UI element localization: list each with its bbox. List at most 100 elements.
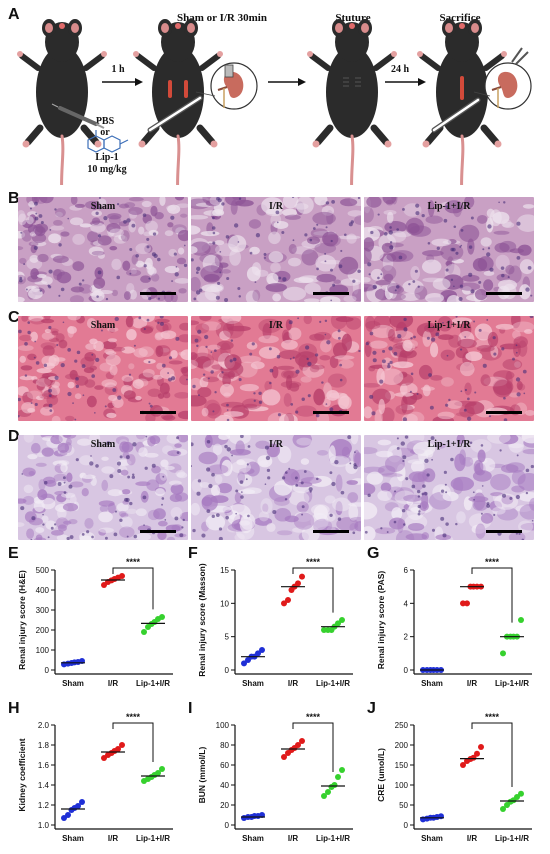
- data-point: [427, 667, 434, 673]
- data-point: [325, 627, 331, 633]
- x-tick-label: Lip-1+I/R: [495, 834, 529, 843]
- panel-letter-f: F: [188, 545, 198, 562]
- data-point: [255, 650, 261, 657]
- data-point: [141, 629, 147, 635]
- data-point: [115, 574, 121, 581]
- data-point: [119, 742, 125, 748]
- significance-stars: ****: [485, 557, 500, 567]
- data-point: [518, 617, 524, 623]
- significance-stars: ****: [485, 712, 500, 722]
- y-tick-label: 2: [404, 633, 409, 642]
- data-point: [474, 750, 480, 757]
- data-point: [71, 659, 78, 666]
- data-point: [427, 814, 434, 821]
- y-tick-label: 0: [225, 666, 230, 675]
- data-point: [467, 756, 474, 762]
- data-point: [65, 660, 71, 667]
- x-tick-label: Sham: [62, 679, 84, 688]
- y-tick-label: 0: [404, 821, 409, 830]
- data-point: [101, 755, 107, 761]
- y-tick-label: 40: [220, 781, 229, 790]
- data-point: [510, 633, 517, 640]
- x-tick-label: Sham: [242, 679, 264, 688]
- data-point: [151, 772, 158, 778]
- y-axis-label: CRE (umol/L): [376, 748, 386, 802]
- data-point: [460, 600, 466, 607]
- data-point: [331, 782, 338, 788]
- data-point: [478, 744, 484, 750]
- scale-bar: [140, 530, 176, 533]
- data-point: [259, 812, 265, 818]
- arrow-label-1h: 1 h: [111, 64, 125, 75]
- data-point: [105, 579, 111, 585]
- y-tick-label: 50: [399, 801, 408, 810]
- y-tick-label: 150: [395, 761, 409, 770]
- significance-stars: ****: [306, 557, 321, 567]
- data-point: [245, 657, 251, 663]
- treatment-or: or: [100, 127, 110, 138]
- data-point: [241, 660, 247, 667]
- micrograph-label: Sham: [90, 439, 116, 450]
- scale-bar: [313, 292, 349, 295]
- y-tick-label: 100: [395, 781, 409, 790]
- y-tick-label: 400: [36, 586, 50, 595]
- x-tick-label: Lip-1+I/R: [136, 679, 170, 688]
- treatment-dose: 10 mg/kg: [87, 164, 127, 175]
- data-point: [321, 793, 327, 799]
- significance-bracket: [112, 722, 154, 762]
- micrograph-label: Sham: [90, 201, 116, 212]
- data-point: [507, 633, 514, 640]
- data-point: [514, 633, 520, 640]
- data-point: [420, 816, 426, 823]
- data-point: [328, 627, 335, 633]
- x-tick-label: I/R: [288, 834, 298, 843]
- micrograph-he-ir: I/R: [191, 197, 361, 302]
- panel-letter-h: H: [8, 700, 20, 717]
- data-point: [248, 814, 255, 820]
- x-tick-label: Lip-1+I/R: [316, 834, 350, 843]
- scale-bar: [313, 530, 349, 533]
- data-point: [328, 784, 335, 790]
- micrograph-label: Sham: [90, 320, 116, 331]
- data-point: [470, 583, 477, 590]
- scale-bar: [486, 530, 522, 533]
- data-point: [500, 806, 506, 812]
- data-point: [79, 799, 85, 805]
- panel-letter-c: C: [8, 309, 20, 326]
- micrograph-pas-lip1-ir: Lip-1+I/R: [364, 435, 534, 540]
- data-point: [299, 573, 305, 580]
- y-tick-label: 4: [404, 599, 409, 608]
- data-point: [65, 812, 71, 818]
- data-point: [105, 752, 111, 758]
- data-point: [245, 814, 251, 820]
- data-point: [464, 758, 470, 764]
- data-point: [470, 754, 477, 761]
- micrograph-label: Lip-1+I/R: [427, 320, 471, 331]
- y-axis-label: Renal injury score (PAS): [376, 571, 386, 670]
- y-tick-label: 300: [36, 606, 50, 615]
- micrograph-label: Lip-1+I/R: [427, 439, 471, 450]
- data-point: [61, 815, 67, 821]
- treatment-pbs: PBS: [95, 116, 115, 127]
- y-tick-label: 0: [404, 666, 409, 675]
- data-point: [504, 633, 510, 640]
- data-point: [438, 667, 444, 673]
- treatment-lip1: Lip-1: [95, 152, 119, 163]
- significance-stars: ****: [306, 712, 321, 722]
- data-point: [288, 587, 295, 593]
- data-point: [420, 667, 426, 673]
- y-tick-label: 1.8: [38, 741, 50, 750]
- x-tick-label: I/R: [288, 679, 298, 688]
- data-point: [148, 621, 155, 627]
- data-point: [321, 627, 327, 633]
- data-point: [75, 659, 81, 665]
- y-tick-label: 2.0: [38, 721, 50, 730]
- data-point: [430, 667, 437, 673]
- x-tick-label: I/R: [108, 834, 118, 843]
- y-axis-label: BUN (mmol/L): [197, 747, 207, 804]
- y-tick-label: 10: [220, 599, 229, 608]
- scale-bar: [486, 411, 522, 414]
- data-point: [155, 770, 161, 776]
- y-tick-label: 1.2: [38, 801, 50, 810]
- micrograph-masson-lip1-ir: Lip-1+I/R: [364, 316, 534, 421]
